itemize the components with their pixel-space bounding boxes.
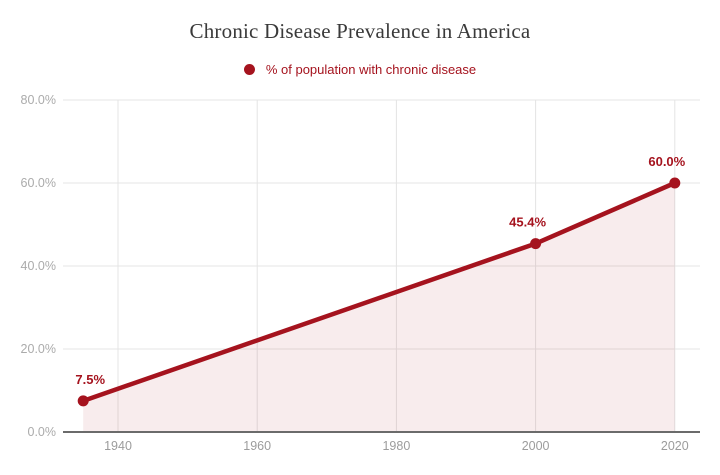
data-point-marker[interactable] [669,177,681,189]
x-tick-label: 2020 [661,439,689,453]
y-tick-label: 60.0% [21,176,56,190]
x-tick-label: 2000 [522,439,550,453]
x-tick-label: 1960 [243,439,271,453]
x-tick-label: 1940 [104,439,132,453]
y-tick-label: 0.0% [28,425,57,439]
data-point-marker[interactable] [77,395,89,407]
legend-marker-icon [243,64,255,75]
data-point-label: 7.5% [75,372,105,387]
series-area [83,183,675,432]
chart-title: Chronic Disease Prevalence in America [189,19,531,43]
y-tick-label: 80.0% [21,93,56,107]
legend-label[interactable]: % of population with chronic disease [265,62,477,77]
legend: % of population with chronic disease [0,63,720,76]
y-tick-label: 20.0% [21,342,56,356]
data-point-label: 60.0% [648,154,685,169]
x-tick-label: 1980 [382,439,410,453]
data-point-label: 45.4% [509,215,546,230]
data-point-marker[interactable] [530,238,542,250]
y-tick-label: 40.0% [21,259,56,273]
